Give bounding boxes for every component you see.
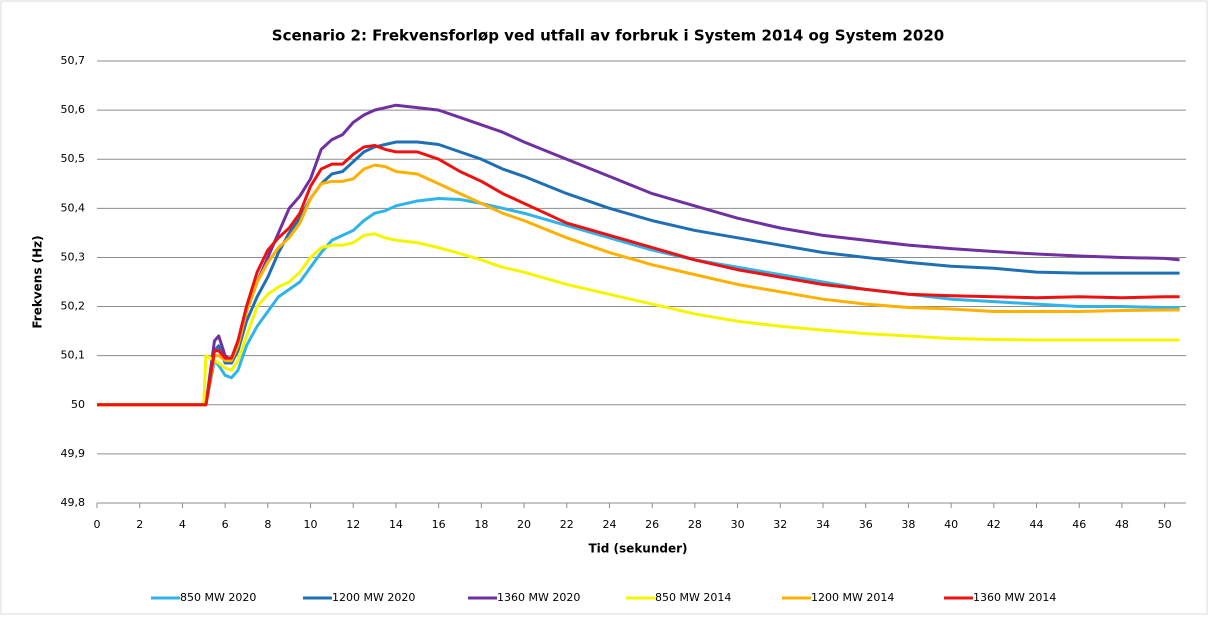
y-tick-label: 50,3 — [61, 250, 86, 263]
x-tick-label: 20 — [517, 518, 531, 531]
legend-label: 850 MW 2020 — [180, 591, 256, 604]
legend-label: 1200 MW 2014 — [811, 591, 894, 604]
x-tick-label: 26 — [645, 518, 659, 531]
x-tick-label: 0 — [94, 518, 101, 531]
x-tick-label: 28 — [688, 518, 702, 531]
y-tick-label: 50,5 — [61, 152, 86, 165]
legend-label: 1200 MW 2020 — [332, 591, 415, 604]
x-tick-label: 24 — [602, 518, 616, 531]
x-tick-label: 10 — [304, 518, 318, 531]
x-tick-label: 2 — [136, 518, 143, 531]
series-line — [97, 143, 1180, 407]
x-tick-label: 12 — [346, 518, 360, 531]
x-tick-label: 18 — [474, 518, 488, 531]
y-tick-label: 50,7 — [61, 54, 86, 67]
y-tick-label: 50,6 — [61, 103, 86, 116]
y-tick-label: 50 — [71, 398, 85, 411]
series-line — [97, 232, 1180, 407]
x-tick-label: 44 — [1030, 518, 1044, 531]
x-tick-label: 32 — [773, 518, 787, 531]
x-tick-label: 38 — [901, 518, 915, 531]
y-tick-label: 50,1 — [61, 349, 86, 362]
x-tick-label: 34 — [816, 518, 830, 531]
x-tick-label: 16 — [432, 518, 446, 531]
y-tick-label: 49,8 — [61, 496, 86, 509]
x-tick-label: 30 — [731, 518, 745, 531]
legend-label: 1360 MW 2020 — [497, 591, 580, 604]
y-tick-label: 49,9 — [61, 447, 86, 460]
chart-title: Scenario 2: Frekvensforløp ved utfall av… — [272, 27, 944, 45]
x-tick-label: 8 — [264, 518, 271, 531]
x-tick-label: 50 — [1158, 518, 1172, 531]
x-axis-title: Tid (sekunder) — [588, 542, 687, 556]
legend-label: 850 MW 2014 — [655, 591, 731, 604]
legend-label: 1360 MW 2014 — [973, 591, 1056, 604]
y-axis-title: Frekvens (Hz) — [31, 235, 45, 328]
x-tick-label: 42 — [987, 518, 1001, 531]
x-tick-label: 40 — [944, 518, 958, 531]
x-tick-label: 4 — [179, 518, 186, 531]
x-tick-label: 48 — [1115, 518, 1129, 531]
y-tick-label: 50,4 — [61, 201, 86, 214]
series-line — [97, 103, 1180, 407]
x-tick-label: 14 — [389, 518, 403, 531]
x-tick-label: 46 — [1072, 518, 1086, 531]
x-tick-label: 22 — [560, 518, 574, 531]
y-tick-label: 50,2 — [61, 300, 86, 313]
x-tick-label: 6 — [222, 518, 229, 531]
x-tick-label: 36 — [859, 518, 873, 531]
series-line — [97, 163, 1180, 407]
